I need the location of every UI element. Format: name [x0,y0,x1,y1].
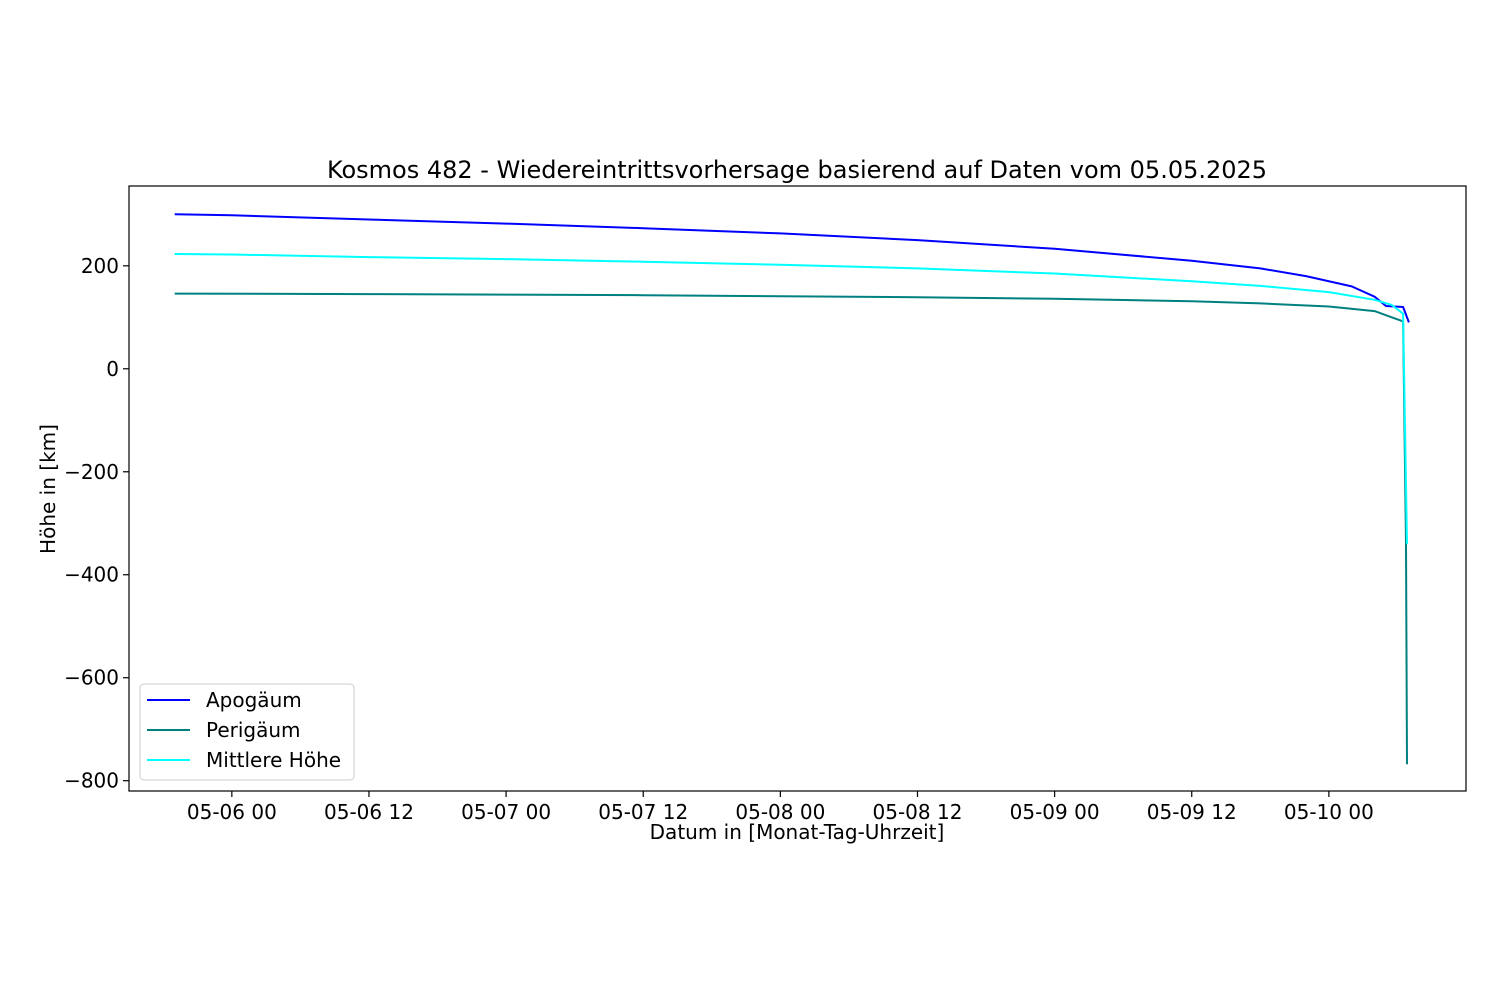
x-axis-label: Datum in [Monat-Tag-Uhrzeit] [650,820,945,844]
series-line-2 [174,292,1408,765]
x-tick-label: 05-07 00 [461,800,551,824]
x-tick-label: 05-06 12 [324,800,414,824]
chart-title: Kosmos 482 - Wiedereintrittsvorhersage b… [327,156,1267,184]
x-tick-label: 05-10 00 [1284,800,1374,824]
series-line-3 [174,253,1408,544]
y-tick-label: −200 [64,460,119,484]
legend: Apogäum Perigäum Mittlere Höhe [139,683,355,781]
y-tick-label: 0 [106,357,119,381]
y-axis: 200 0 −200 −400 −600 −800 [64,254,129,793]
x-tick-label: 05-08 00 [735,800,825,824]
x-axis: 05-06 00 05-06 12 05-07 00 05-07 12 05-08 00… [187,791,1374,824]
legend-box [139,683,355,781]
y-tick-label: −600 [64,666,119,690]
legend-label-1: Apogäum [206,688,302,712]
y-tick-label: −800 [64,769,119,793]
x-tick-label: 05-09 12 [1147,800,1237,824]
plot-frame [128,185,1467,792]
legend-label-3: Mittlere Höhe [206,748,341,772]
x-tick-label: 05-09 00 [1010,800,1100,824]
series-layer [174,213,1410,765]
x-tick-label: 05-06 00 [187,800,277,824]
x-tick-label: 05-08 12 [873,800,963,824]
series-line-1 [174,213,1410,323]
y-axis-label: Höhe in [km] [36,424,60,554]
x-tick-label: 05-07 12 [598,800,688,824]
y-tick-label: 200 [81,254,119,278]
legend-label-2: Perigäum [206,718,301,742]
y-tick-label: −400 [64,563,119,587]
